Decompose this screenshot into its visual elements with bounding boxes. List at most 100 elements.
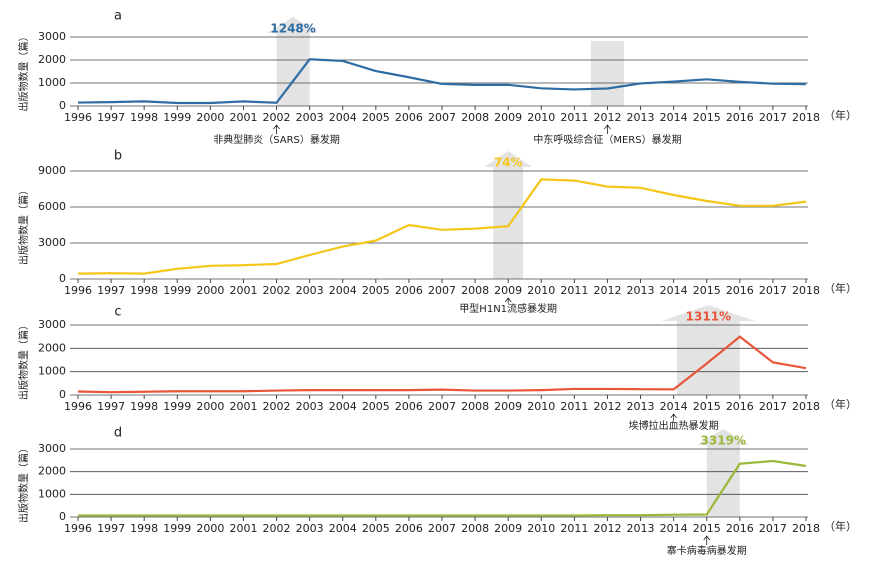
x-tick-label: 2001 <box>229 284 257 297</box>
x-tick-label: 2008 <box>461 111 489 124</box>
x-tick-label: 2004 <box>329 111 357 124</box>
series-line <box>78 459 807 517</box>
x-tick-label: 2000 <box>196 400 224 413</box>
x-tick-label: 2000 <box>196 284 224 297</box>
x-tick-label: 2018 <box>792 111 820 124</box>
x-tick-label: 2004 <box>329 284 357 297</box>
outbreak-arrow <box>266 17 320 106</box>
x-tick-label: 1996 <box>64 522 92 535</box>
y-tick-label: 3000 <box>38 30 66 43</box>
x-tick-label: 1999 <box>163 522 191 535</box>
x-tick-label: 2012 <box>593 400 621 413</box>
x-axis-unit: （年） <box>824 281 857 295</box>
x-tick-label: 1998 <box>130 111 158 124</box>
x-tick-label: 2002 <box>263 284 291 297</box>
outbreak-arrow <box>661 305 756 395</box>
x-tick-label: 2010 <box>527 111 555 124</box>
y-tick-label: 1000 <box>38 487 66 500</box>
x-tick-label: 1998 <box>130 522 158 535</box>
x-tick-label: 2005 <box>362 522 390 535</box>
x-tick-label: 1997 <box>97 284 125 297</box>
x-tick-label: 1999 <box>163 111 191 124</box>
x-tick-label: 2003 <box>296 284 324 297</box>
x-tick-label: 2011 <box>560 284 588 297</box>
outbreak-band <box>590 41 624 106</box>
x-tick-label: 2004 <box>329 522 357 535</box>
x-tick-label: 2015 <box>693 400 721 413</box>
x-tick-label: 2015 <box>693 111 721 124</box>
y-tick-label: 3000 <box>38 236 66 249</box>
x-tick-label: 2008 <box>461 522 489 535</box>
outbreak-label: 非典型肺炎（SARS）暴发期 <box>213 133 340 146</box>
x-tick-label: 2008 <box>461 400 489 413</box>
x-tick-label: 2007 <box>428 400 456 413</box>
y-tick-label: 0 <box>59 388 66 401</box>
x-tick-label: 2011 <box>560 400 588 413</box>
x-tick-label: 2010 <box>527 400 555 413</box>
x-tick-label: 1999 <box>163 284 191 297</box>
x-axis-unit: （年） <box>824 108 857 122</box>
x-tick-label: 2001 <box>229 111 257 124</box>
x-tick-label: 2015 <box>693 522 721 535</box>
x-tick-label: 2012 <box>593 522 621 535</box>
pointer-arrow <box>273 124 280 134</box>
y-tick-label: 0 <box>59 99 66 112</box>
series-line <box>77 335 807 394</box>
x-tick-label: 2009 <box>494 522 522 535</box>
x-tick-label: 2013 <box>627 284 655 297</box>
x-tick-label: 2007 <box>428 111 456 124</box>
x-tick-label: 2002 <box>263 111 291 124</box>
x-tick-label: 2015 <box>693 284 721 297</box>
x-tick-label: 2006 <box>395 522 423 535</box>
x-tick-label: 2013 <box>627 111 655 124</box>
x-tick-label: 2012 <box>593 111 621 124</box>
x-tick-label: 1996 <box>64 400 92 413</box>
panel-label: a <box>114 9 122 24</box>
y-tick-label: 0 <box>59 272 66 285</box>
x-tick-label: 2001 <box>229 522 257 535</box>
panel-label: b <box>114 149 122 164</box>
x-tick-label: 1998 <box>130 284 158 297</box>
x-tick-label: 2000 <box>196 111 224 124</box>
x-tick-label: 2013 <box>627 522 655 535</box>
x-tick-label: 1997 <box>97 522 125 535</box>
y-axis-label: 出版物数量（篇） <box>17 32 30 112</box>
x-tick-label: 2007 <box>428 522 456 535</box>
pointer-arrow <box>703 535 711 545</box>
panel-label: c <box>114 305 121 320</box>
x-tick-label: 2009 <box>494 111 522 124</box>
outbreak-arrow <box>697 429 750 517</box>
x-tick-label: 2011 <box>560 522 588 535</box>
y-tick-label: 1000 <box>38 76 66 89</box>
outbreak-label: 埃博拉出血热暴发期 <box>629 419 719 432</box>
y-tick-label: 0 <box>59 510 66 523</box>
x-tick-label: 2014 <box>660 111 688 124</box>
x-tick-label: 2014 <box>660 400 688 413</box>
x-tick-label: 2000 <box>196 522 224 535</box>
pointer-arrow <box>670 413 677 420</box>
y-tick-label: 3000 <box>38 318 66 331</box>
x-tick-label: 2010 <box>527 522 555 535</box>
x-tick-label: 2017 <box>759 400 787 413</box>
x-tick-label: 1996 <box>64 111 92 124</box>
x-tick-label: 2008 <box>461 284 489 297</box>
x-tick-label: 1999 <box>163 400 191 413</box>
x-tick-label: 2005 <box>362 111 390 124</box>
x-tick-label: 2001 <box>229 400 257 413</box>
x-tick-label: 2009 <box>494 400 522 413</box>
x-tick-label: 2010 <box>527 284 555 297</box>
x-tick-label: 2003 <box>296 522 324 535</box>
outbreak-label: 中东呼吸综合征（MERS）暴发期 <box>533 133 681 146</box>
y-tick-label: 2000 <box>38 341 66 354</box>
series-line <box>77 178 807 275</box>
growth-label: 74% <box>494 156 523 170</box>
y-axis-label: 出版物数量（篇） <box>17 320 30 400</box>
x-tick-label: 2013 <box>627 400 655 413</box>
x-tick-label: 2011 <box>560 111 588 124</box>
y-tick-label: 3000 <box>38 442 66 455</box>
x-tick-label: 2018 <box>792 522 820 535</box>
x-tick-label: 2004 <box>329 400 357 413</box>
x-tick-label: 2016 <box>726 111 754 124</box>
outbreak-label: 甲型H1N1流感暴发期 <box>459 302 557 315</box>
x-tick-label: 2017 <box>759 111 787 124</box>
